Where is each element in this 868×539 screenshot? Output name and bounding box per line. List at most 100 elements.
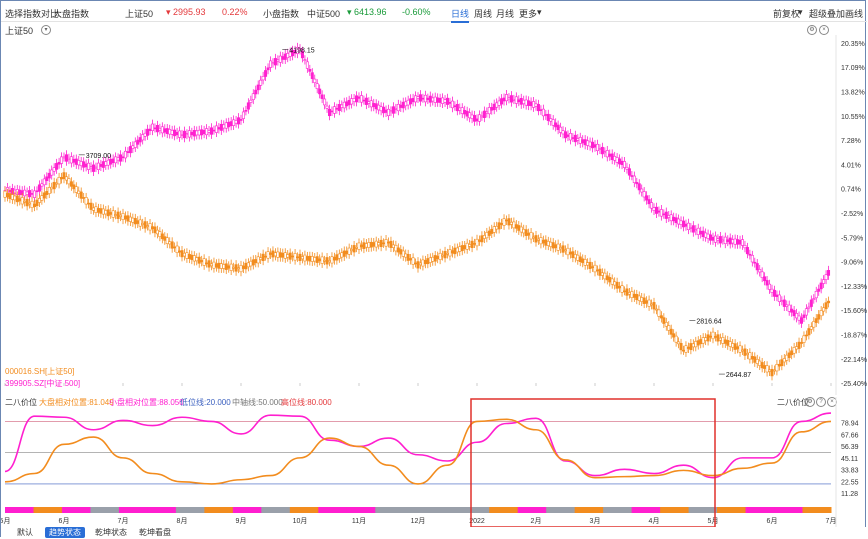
candle-body bbox=[391, 106, 395, 114]
candle-body bbox=[672, 333, 676, 338]
tab-monthly[interactable]: 月线 bbox=[496, 9, 515, 19]
candle-body bbox=[817, 288, 821, 292]
candle-body bbox=[123, 150, 127, 159]
candle-body bbox=[775, 364, 779, 372]
candle-body bbox=[121, 156, 125, 159]
candle-body bbox=[25, 191, 29, 195]
candle-body bbox=[551, 119, 555, 126]
x-tick-label: 6月 bbox=[767, 517, 778, 525]
candle-body bbox=[581, 258, 585, 264]
y-tick-label: 33.83 bbox=[841, 468, 859, 475]
candle-body bbox=[733, 238, 737, 245]
candle-body bbox=[549, 118, 553, 122]
candle-body bbox=[532, 101, 536, 108]
candle-body bbox=[106, 209, 110, 217]
candle-body bbox=[362, 242, 366, 249]
candle-body bbox=[804, 308, 808, 316]
candle-body bbox=[256, 256, 260, 264]
candle-body bbox=[465, 110, 469, 117]
candle-body bbox=[57, 176, 61, 185]
candle-body bbox=[684, 345, 688, 353]
tab-qiankun-watch[interactable]: 乾坤看盘 bbox=[139, 528, 171, 537]
candle-body bbox=[711, 236, 715, 241]
candle-body bbox=[347, 99, 351, 106]
candle-body bbox=[795, 313, 799, 319]
candle-body bbox=[165, 237, 169, 244]
candle-body bbox=[369, 100, 373, 108]
candle-body bbox=[428, 257, 432, 263]
candle-body bbox=[512, 99, 516, 101]
candle-body bbox=[627, 168, 631, 176]
candle-body bbox=[342, 250, 346, 257]
candle-body bbox=[377, 104, 381, 111]
big-index-name[interactable]: 上证50 bbox=[125, 9, 154, 19]
state-segment bbox=[688, 507, 718, 513]
tab-trend-state[interactable]: 趋势状态 bbox=[45, 527, 85, 538]
state-segment bbox=[175, 507, 205, 513]
y-tick-label: -18.87% bbox=[841, 332, 867, 339]
candle-body bbox=[618, 158, 622, 165]
candle-body bbox=[136, 220, 140, 224]
candle-body bbox=[750, 254, 754, 263]
candle-body bbox=[40, 183, 44, 187]
candle-body bbox=[369, 241, 373, 248]
candle-body bbox=[753, 356, 757, 363]
close-icon[interactable]: × bbox=[819, 25, 829, 35]
candle-body bbox=[748, 253, 752, 256]
candle-body bbox=[620, 285, 624, 293]
dropdown-icon[interactable]: ▾ bbox=[41, 25, 51, 35]
candle-body bbox=[667, 325, 671, 331]
candle-body bbox=[396, 103, 400, 112]
candle-body bbox=[212, 129, 216, 132]
candle-body bbox=[416, 261, 420, 269]
overlay-button[interactable]: 超级叠加 bbox=[809, 9, 846, 19]
settings-icon[interactable]: ⚙ bbox=[807, 25, 817, 35]
candle-body bbox=[667, 215, 671, 218]
help-icon[interactable]: ? bbox=[816, 397, 826, 407]
candle-body bbox=[819, 282, 823, 290]
candle-body bbox=[146, 128, 150, 136]
candle-body bbox=[475, 118, 479, 122]
candle-body bbox=[536, 103, 540, 112]
settings-icon[interactable]: ⚙ bbox=[805, 397, 815, 407]
candle-body bbox=[539, 109, 543, 111]
candle-body bbox=[411, 98, 415, 103]
candle-body bbox=[266, 251, 270, 259]
candle-body bbox=[512, 221, 516, 229]
candle-body bbox=[104, 161, 108, 166]
candle-body bbox=[180, 250, 184, 258]
candle-body bbox=[406, 253, 410, 261]
state-segment bbox=[489, 507, 519, 513]
candle-body bbox=[701, 337, 705, 344]
candle-body bbox=[138, 219, 142, 227]
candle-body bbox=[504, 94, 508, 102]
candle-body bbox=[554, 244, 558, 249]
candle-body bbox=[465, 242, 469, 250]
adjust-button[interactable]: 前复权 bbox=[773, 9, 801, 19]
candle-body bbox=[401, 101, 405, 109]
candle-body bbox=[106, 159, 110, 166]
candle-body bbox=[200, 260, 204, 263]
small-index-name[interactable]: 中证500 bbox=[307, 9, 341, 19]
candle-body bbox=[699, 339, 703, 345]
candle-body bbox=[330, 110, 334, 113]
candle-body bbox=[155, 229, 159, 235]
y-tick-label: 11.28 bbox=[841, 491, 858, 498]
candle-body bbox=[497, 100, 501, 106]
tab-more[interactable]: 更多 bbox=[519, 9, 538, 19]
draw-line-button[interactable]: 画线 bbox=[845, 9, 864, 19]
candle-body bbox=[807, 306, 811, 309]
candle-body bbox=[283, 252, 287, 259]
candle-body bbox=[13, 195, 17, 201]
candle-body bbox=[153, 127, 157, 130]
y-tick-label: 13.82% bbox=[841, 90, 865, 97]
state-segment bbox=[118, 507, 148, 513]
tab-default[interactable]: 默认 bbox=[17, 528, 33, 537]
candle-body bbox=[241, 111, 245, 119]
tab-qiankun-state[interactable]: 乾坤状态 bbox=[95, 528, 127, 537]
tab-weekly[interactable]: 周线 bbox=[474, 9, 493, 19]
tab-daily[interactable]: 日线 bbox=[451, 7, 470, 23]
candle-body bbox=[119, 214, 123, 217]
candle-body bbox=[350, 98, 354, 105]
candle-body bbox=[224, 122, 228, 129]
